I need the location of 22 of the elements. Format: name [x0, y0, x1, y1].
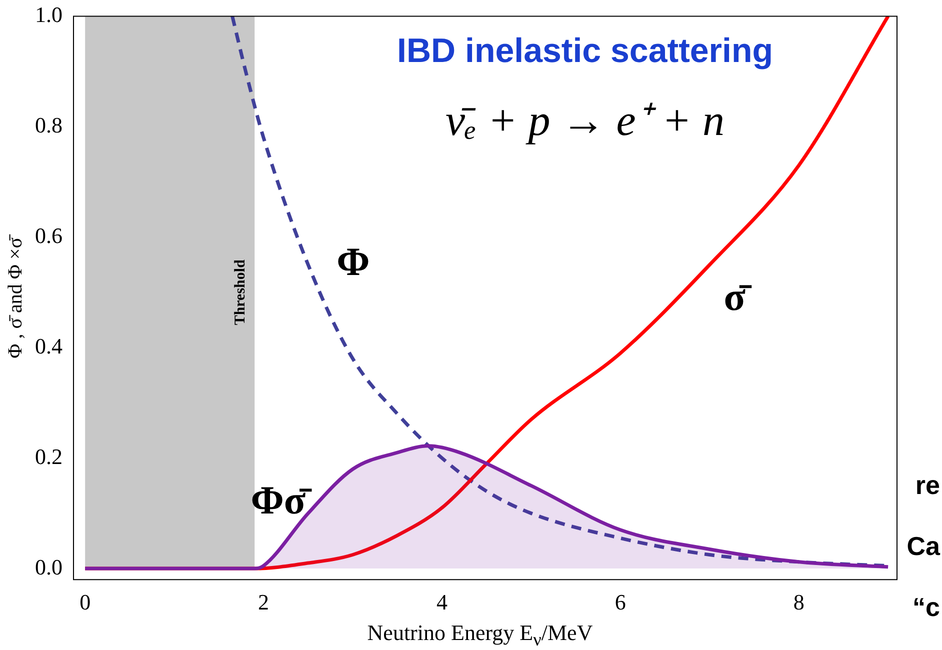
text: “c [912, 592, 940, 623]
x-tick-label: 8 [793, 590, 804, 615]
y-tick-label: 0.6 [35, 222, 62, 248]
band-label: Threshold [232, 258, 249, 326]
y-tick-label: 1.0 [35, 2, 62, 27]
x-tick-label: 2 [258, 590, 270, 615]
series-label: Φ [336, 238, 370, 284]
text: re [914, 470, 940, 501]
y-axis-title: Φ , σ̄ and Φ ×σ̄ [4, 233, 26, 358]
y-tick-label: 0.0 [35, 554, 62, 580]
y-tick-label: 0.8 [35, 112, 62, 138]
series-label: Φσ̄ [250, 477, 313, 522]
x-tick-label: 0 [80, 590, 91, 615]
annotation: ν̄ₑ + p → e⁺ + n [446, 96, 724, 145]
x-axis-title: Neutrino Energy E$_{ν}$/MeV [366, 620, 594, 650]
y-tick-label: 0.4 [35, 333, 62, 358]
text: IBD inelastic scattering [396, 32, 774, 70]
y-tick-label: 0.2 [35, 444, 62, 469]
series-label: σ̄ [724, 274, 753, 319]
text: Ca [906, 531, 940, 562]
x-tick-label: 6 [614, 590, 626, 615]
x-tick-label: 4 [436, 590, 448, 615]
